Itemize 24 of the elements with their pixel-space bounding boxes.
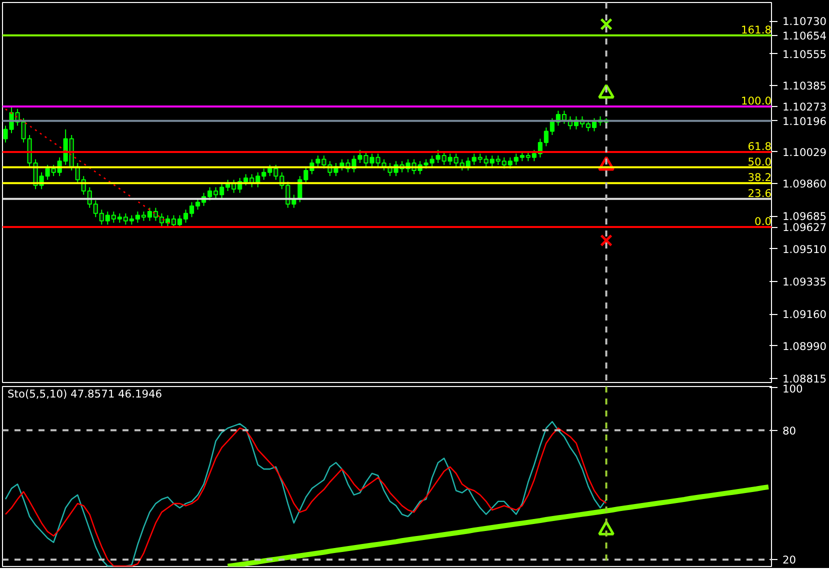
y-tick-label: 1.09335 xyxy=(782,276,827,289)
y-tick-label: 1.10555 xyxy=(782,48,827,61)
annotation: 161.8 xyxy=(740,23,772,36)
annotation: 0.0 xyxy=(754,215,772,228)
y-tick-label: 1.10385 xyxy=(782,80,827,93)
y-tick-label: 1.10654 xyxy=(782,29,827,42)
y-tick-label: 1.09860 xyxy=(782,178,827,191)
y-tick-label: 1.10273 xyxy=(782,100,827,114)
y-tick-label: 1.09685 xyxy=(782,210,827,224)
annotation: 61.8 xyxy=(748,140,772,153)
y-tick-label: 1.09160 xyxy=(782,308,827,322)
y-tick-label: 1.10029 xyxy=(782,146,827,159)
annotation: 23.6 xyxy=(748,186,772,200)
y-tick-label: 1.10196 xyxy=(782,114,827,128)
annotation: 38.2 xyxy=(748,171,772,184)
y-tick-label: 1.09627 xyxy=(782,221,827,234)
chart-title: Sto(5,5,10) 47.8571 46.1946 xyxy=(8,388,162,400)
annotation: 100.0 xyxy=(740,94,772,108)
y-tick-label: 1.08990 xyxy=(782,340,827,353)
y-tick-label: 80 xyxy=(782,424,796,438)
annotation: 50.0 xyxy=(748,155,772,168)
y-tick-label: 1.10730 xyxy=(782,15,827,28)
y-tick-label: 20 xyxy=(782,554,796,567)
y-tick-label: 1.09510 xyxy=(782,242,827,256)
